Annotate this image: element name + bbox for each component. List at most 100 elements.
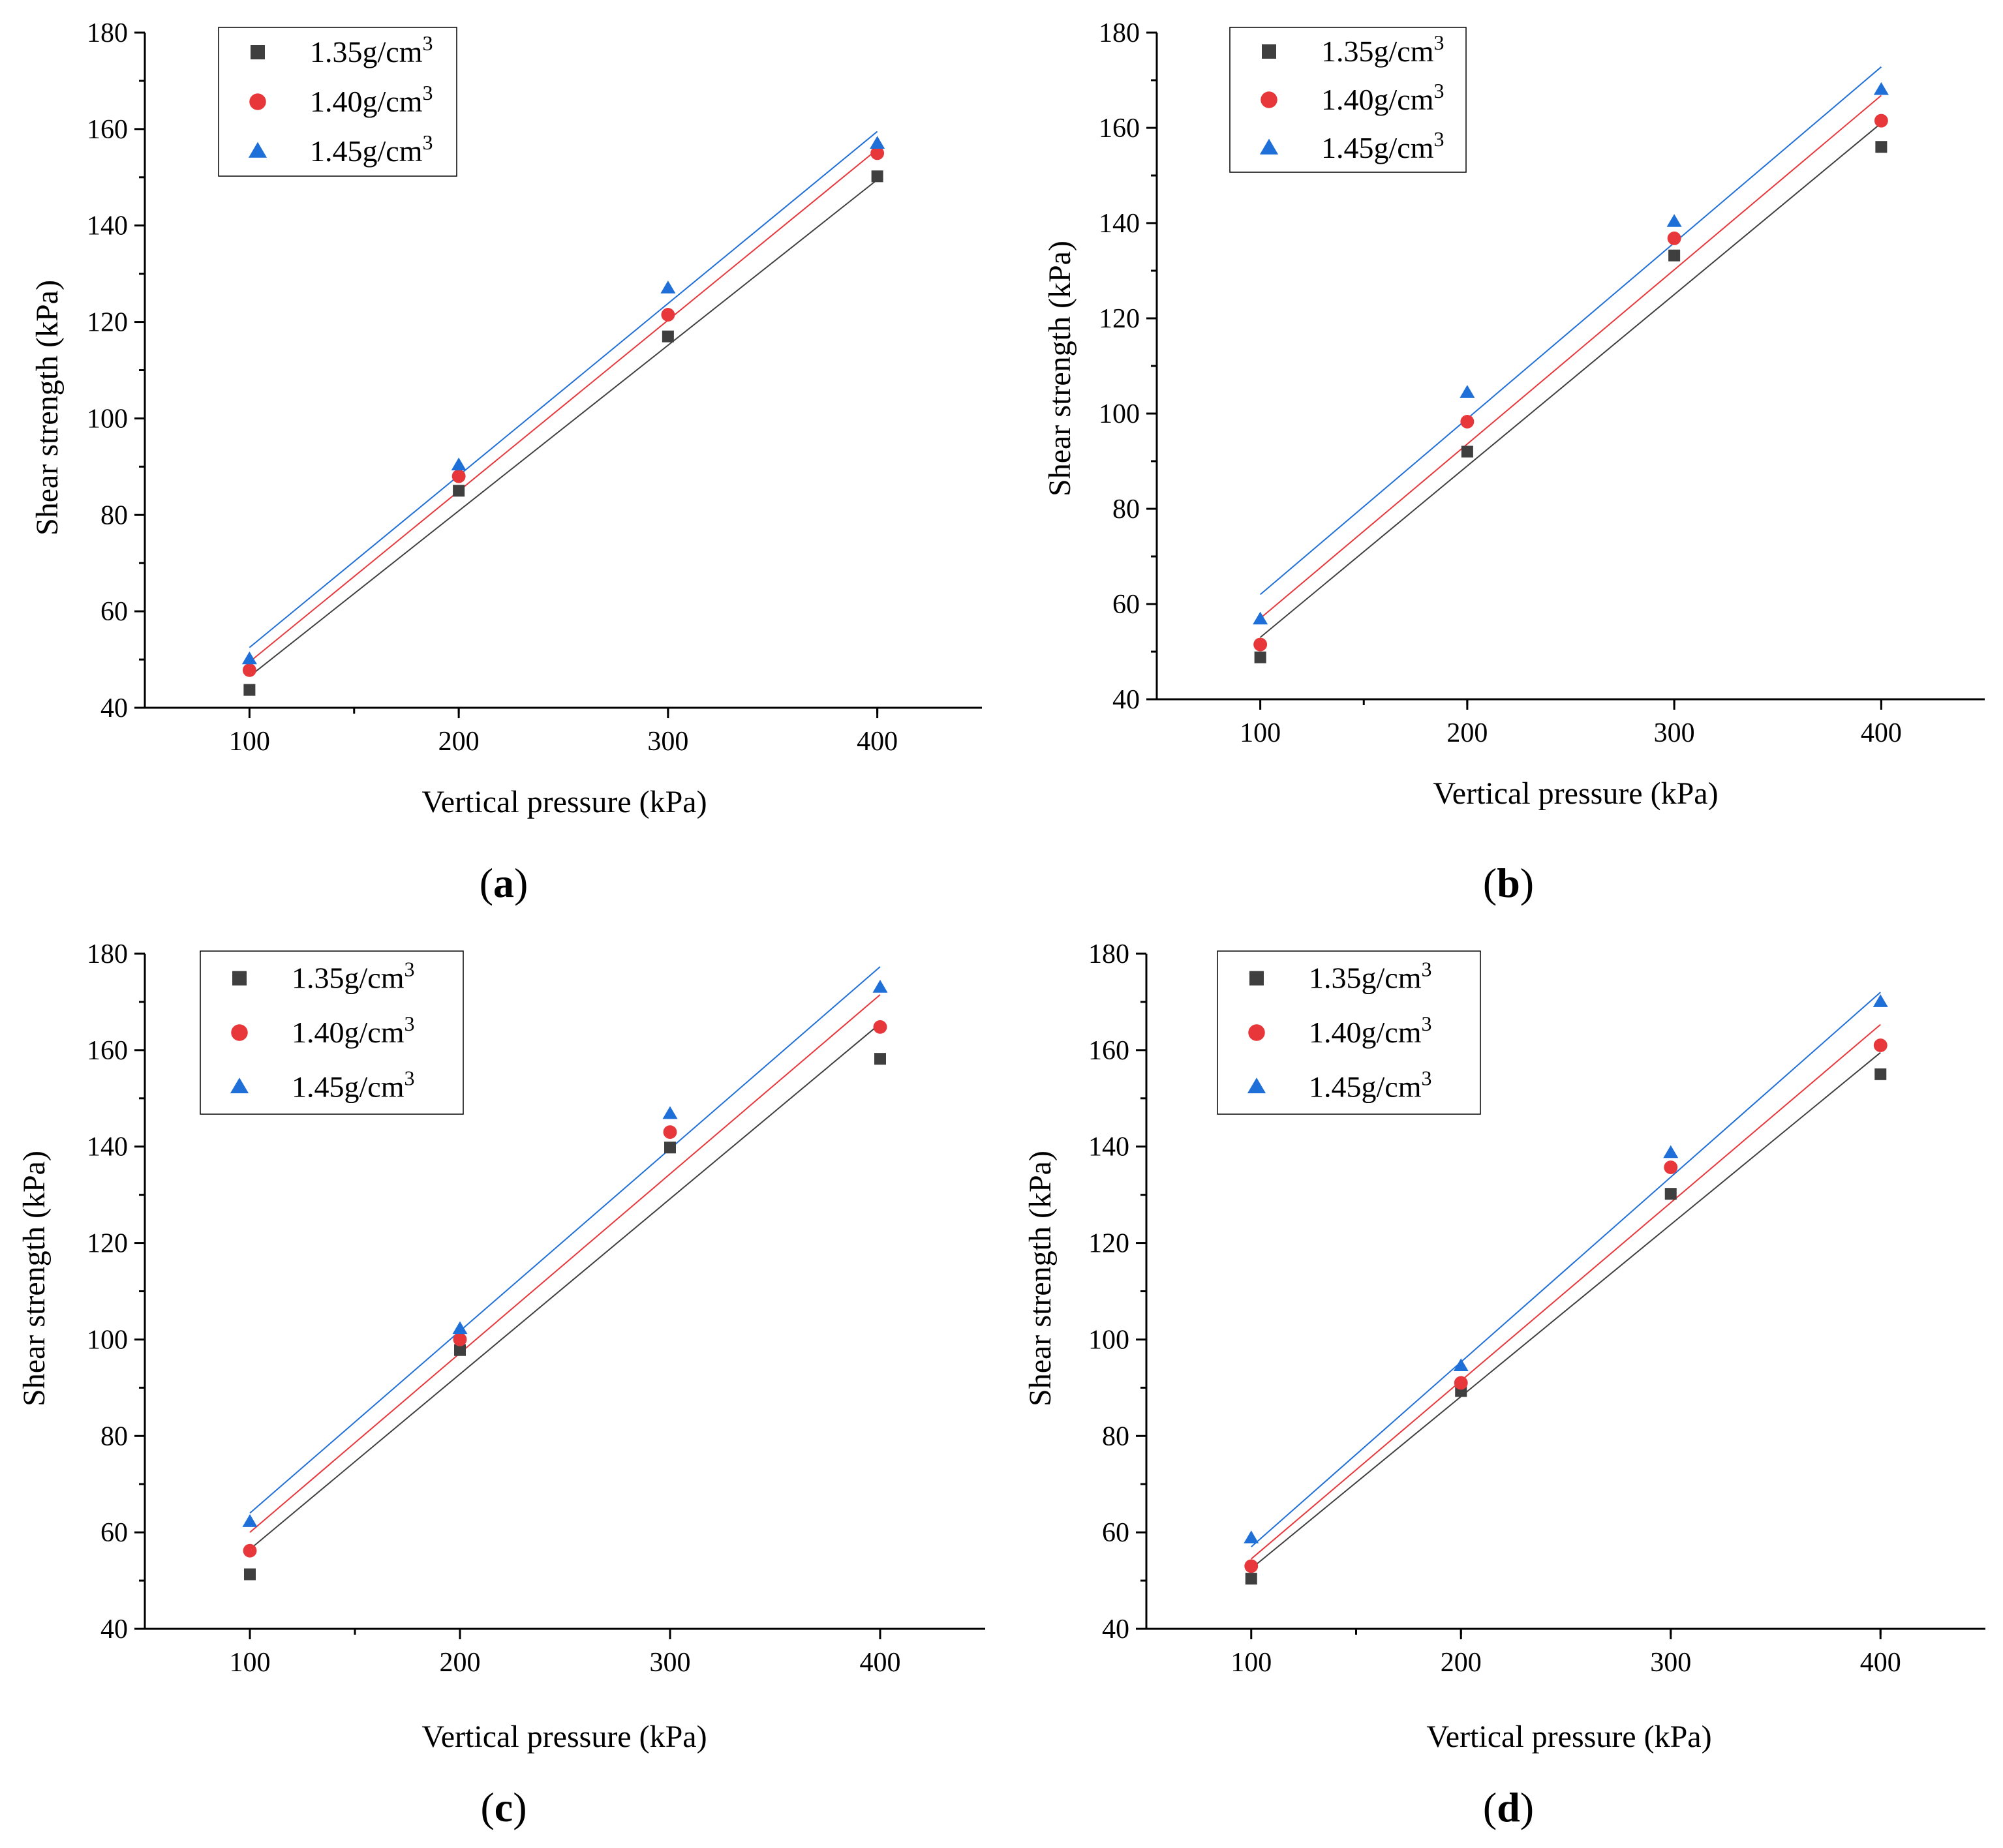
- legend: 1.35g/cm3 1.40g/cm3 1.45g/cm3: [200, 950, 464, 1115]
- data-point-s140: [453, 1332, 467, 1346]
- y-tick-label: 180: [87, 18, 128, 48]
- x-tick-label: 200: [440, 1648, 481, 1678]
- panel-letter-d: d: [1497, 1784, 1520, 1830]
- x-axis-title-c: Vertical pressure (kPa): [421, 1719, 707, 1754]
- y-tick-label: 40: [1102, 1614, 1129, 1644]
- legend-label-s140: 1.40g/cm3: [1321, 79, 1444, 116]
- y-tick-label: 100: [87, 404, 128, 434]
- y-axis-title-b: Shear strength (kPa): [1043, 241, 1077, 496]
- data-point-s140: [870, 146, 885, 160]
- data-point-s135: [243, 684, 256, 696]
- data-point-s140: [1244, 1559, 1259, 1573]
- legend-label-s135: 1.35g/cm3: [1321, 31, 1444, 68]
- data-point-s135: [1461, 446, 1473, 458]
- panel-label-a: (a): [480, 860, 528, 906]
- y-tick-label: 160: [87, 1036, 128, 1066]
- y-tick-label: 140: [87, 211, 128, 241]
- data-point-s140: [873, 1020, 887, 1034]
- data-point-s140: [1667, 231, 1681, 245]
- legend-label-s140: 1.40g/cm3: [1309, 1012, 1431, 1049]
- x-tick-label: 100: [229, 727, 270, 757]
- y-tick-label: 140: [87, 1132, 128, 1162]
- data-point-s145: [1244, 1530, 1259, 1543]
- y-tick-label: 80: [1102, 1421, 1129, 1451]
- panel-label-c: (c): [480, 1784, 527, 1830]
- data-point-s140: [451, 469, 466, 483]
- data-point-s135: [1664, 1188, 1677, 1200]
- y-tick-label: 120: [1099, 304, 1140, 334]
- data-point-s140: [1253, 637, 1268, 652]
- data-point-s140: [1874, 114, 1888, 128]
- data-point-s145: [872, 980, 888, 993]
- y-tick-label: 180: [1088, 939, 1129, 969]
- legend-label-s145: 1.45g/cm3: [1309, 1066, 1431, 1103]
- y-tick-label: 140: [1088, 1132, 1129, 1162]
- legend-marker-s140: [1248, 1024, 1265, 1041]
- legend-marker-s135: [1249, 971, 1264, 986]
- data-point-s135: [244, 1568, 256, 1581]
- x-tick-label: 200: [1441, 1648, 1482, 1678]
- data-point-s140: [1460, 414, 1475, 429]
- panel-d: 40 60 80 100 120 140 160 180 100 200 300 400 1.35g/c…: [1023, 939, 1985, 1830]
- data-point-s145: [451, 457, 466, 471]
- data-point-s145: [662, 1106, 678, 1119]
- x-tick-label: 200: [438, 727, 480, 757]
- legend-label-s145: 1.45g/cm3: [292, 1066, 414, 1103]
- data-point-s135: [1245, 1573, 1257, 1585]
- x-axis-title-d: Vertical pressure (kPa): [1426, 1719, 1711, 1754]
- x-tick-label: 200: [1446, 718, 1488, 748]
- y-tick-label: 60: [1112, 590, 1140, 620]
- y-tick-label: 80: [100, 1421, 128, 1451]
- data-point-s145: [870, 136, 885, 149]
- x-axis-title-a: Vertical pressure (kPa): [421, 785, 707, 819]
- y-tick-label: 40: [100, 1614, 128, 1644]
- x-tick-label: 400: [857, 727, 898, 757]
- panel-letter-a: a: [493, 860, 514, 906]
- data-point-s135: [871, 170, 883, 183]
- data-point-s145: [1460, 385, 1475, 398]
- x-tick-label: 100: [1240, 718, 1281, 748]
- y-tick-label: 160: [1088, 1036, 1129, 1066]
- legend-label-s135: 1.35g/cm3: [1309, 958, 1431, 995]
- legend-marker-s135: [251, 45, 265, 59]
- legend-marker-s145: [1247, 1078, 1266, 1094]
- data-point-s145: [1873, 82, 1889, 95]
- legend: 1.35g/cm3 1.40g/cm3 1.45g/cm3: [1229, 27, 1467, 173]
- legend-label-s135: 1.35g/cm3: [292, 958, 414, 995]
- y-tick-label: 160: [87, 115, 128, 145]
- fit-line-s140: [1259, 95, 1882, 619]
- fit-line-s140: [249, 994, 881, 1533]
- panel-label-d: (d): [1483, 1784, 1534, 1830]
- fit-line-s145: [249, 966, 881, 1514]
- legend-marker-s145: [1259, 138, 1279, 155]
- panel-label-b: (b): [1483, 860, 1534, 906]
- legend-marker-s145: [248, 142, 268, 158]
- data-point-s140: [1664, 1160, 1678, 1174]
- data-point-s140: [242, 663, 256, 677]
- data-point-s140: [1454, 1376, 1468, 1390]
- y-tick-label: 120: [87, 308, 128, 338]
- legend-label-s140: 1.40g/cm3: [292, 1012, 414, 1049]
- y-tick-label: 100: [1088, 1325, 1129, 1355]
- y-tick-label: 180: [1099, 18, 1140, 48]
- fit-line-s135: [249, 179, 878, 677]
- legend-marker-s135: [232, 971, 247, 986]
- data-point-s135: [662, 330, 674, 342]
- legend-label-s135: 1.35g/cm3: [310, 31, 433, 68]
- legend-label-s145: 1.45g/cm3: [310, 130, 433, 168]
- plot-d: 40 60 80 100 120 140 160 180 100 200 300 400 1.35g/c…: [1088, 939, 1985, 1678]
- y-tick-label: 100: [1099, 399, 1140, 429]
- data-point-s135: [664, 1142, 676, 1154]
- x-tick-label: 300: [647, 727, 688, 757]
- y-axis-title-a: Shear strength (kPa): [30, 280, 65, 536]
- legend-marker-s145: [230, 1078, 249, 1094]
- data-point-s135: [1254, 651, 1266, 663]
- fit-line-s140: [1251, 1023, 1881, 1560]
- y-tick-label: 120: [87, 1229, 128, 1259]
- data-point-s140: [1873, 1038, 1888, 1052]
- panel-a: 40 60 80 100 120 140 160 180 100 200 300 400 1.35g/c…: [30, 18, 982, 906]
- data-point-s135: [874, 1053, 886, 1065]
- data-point-s145: [1453, 1358, 1469, 1372]
- data-point-s140: [663, 1125, 677, 1139]
- data-point-s135: [454, 1344, 466, 1356]
